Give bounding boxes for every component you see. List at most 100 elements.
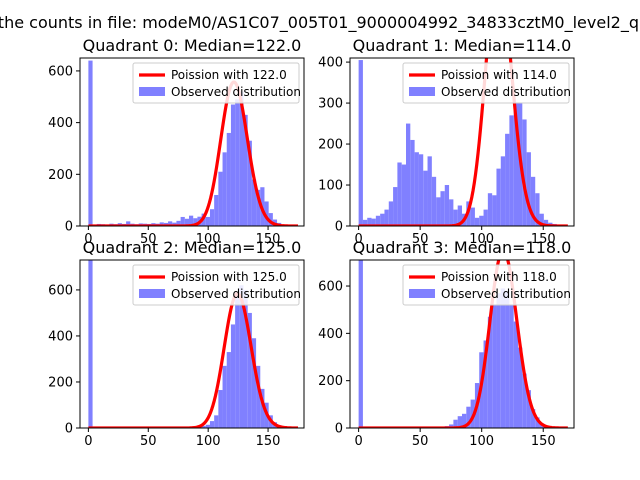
quadrant-2-legend: Poission with 125.0 Observed distribution xyxy=(132,264,301,306)
histogram-bar xyxy=(466,406,471,428)
x-tick-label: 150 xyxy=(256,434,281,449)
histogram-bar xyxy=(218,171,223,226)
histogram-bar xyxy=(209,209,215,226)
histogram-bar xyxy=(247,312,252,428)
x-tick-label: 0 xyxy=(354,434,362,449)
histogram-bar xyxy=(423,170,428,226)
legend-observed-swatch xyxy=(139,87,165,96)
histogram-bar xyxy=(239,285,244,428)
histogram-bar xyxy=(530,176,536,226)
histogram-bar xyxy=(526,390,531,428)
y-tick-label: 400 xyxy=(318,56,343,71)
histogram-bar xyxy=(449,199,454,226)
x-tick-label: 0 xyxy=(354,232,362,247)
histogram-bar xyxy=(388,201,394,226)
x-tick-label: 150 xyxy=(531,434,556,449)
x-tick-label: 100 xyxy=(196,232,221,247)
y-tick-label: 300 xyxy=(318,97,343,112)
y-tick-label: 200 xyxy=(318,138,343,153)
histogram-bar xyxy=(243,289,248,428)
histogram-bar xyxy=(251,179,257,226)
histogram-bar xyxy=(406,123,411,226)
histogram-bar xyxy=(414,152,419,226)
histogram-bar xyxy=(526,152,531,226)
histogram-bar xyxy=(367,217,372,226)
histogram-bar xyxy=(500,288,506,428)
quadrant-0-title: Quadrant 0: Median=122.0 xyxy=(83,36,302,55)
legend-observed-swatch xyxy=(409,87,435,96)
y-tick-label: 400 xyxy=(318,327,343,342)
legend-observed-label: Observed distribution xyxy=(171,287,301,301)
histogram-bar xyxy=(222,365,227,428)
y-tick-label: 200 xyxy=(318,374,343,389)
histogram-bar xyxy=(397,162,402,226)
y-tick-label: 0 xyxy=(65,422,73,437)
histogram-bar xyxy=(230,104,236,226)
histogram-bar xyxy=(427,156,432,226)
quadrant-0-legend: Poission with 122.0 Observed distribution xyxy=(132,62,301,104)
histogram-bar xyxy=(235,99,240,226)
histogram-bar xyxy=(168,221,173,226)
x-tick-label: 150 xyxy=(256,232,281,247)
histogram-bar xyxy=(243,114,248,226)
histogram-bar xyxy=(513,321,518,428)
histogram-bar xyxy=(487,316,493,428)
histogram-bar xyxy=(268,213,273,226)
quadrant-0-panel: 0 50 100 150 0 200 400 600 Quadrant 0: Median=12… xyxy=(48,36,305,247)
y-tick-label: 400 xyxy=(48,329,73,344)
histogram-bar xyxy=(251,338,257,428)
histogram-bar xyxy=(358,60,363,226)
quadrant-2-panel: 0 50 100 150 0 200 400 600 Quadrant 2: Median=12… xyxy=(48,238,305,449)
histogram-bar xyxy=(453,209,458,226)
histogram-bar xyxy=(159,222,164,226)
histogram-bar xyxy=(222,152,227,226)
histogram-bar xyxy=(260,388,265,428)
legend-observed-label: Observed distribution xyxy=(441,85,571,99)
legend-observed-swatch xyxy=(409,289,435,298)
histogram-bar xyxy=(176,220,181,226)
histogram-bar xyxy=(496,168,501,226)
histogram-bar xyxy=(247,140,252,226)
quadrant-0-histogram xyxy=(88,60,286,226)
histogram-bar xyxy=(201,425,206,428)
histogram-bar xyxy=(362,219,368,226)
histogram-bar xyxy=(509,115,514,226)
histogram-bar xyxy=(239,91,244,226)
y-tick-label: 0 xyxy=(335,422,343,437)
poisson-curve-line xyxy=(358,260,569,428)
histogram-bar xyxy=(230,324,236,428)
legend-poisson-label: Poission with 114.0 xyxy=(441,68,557,82)
histogram-bar xyxy=(226,352,231,428)
y-tick-label: 100 xyxy=(318,179,343,194)
histogram-bar xyxy=(410,139,415,226)
histogram-bar xyxy=(483,209,488,226)
quadrant-3-title: Quadrant 3: Median=118.0 xyxy=(353,238,572,257)
histogram-bar xyxy=(371,218,376,226)
x-tick-label: 100 xyxy=(196,434,221,449)
x-tick-label: 50 xyxy=(412,434,429,449)
quadrant-2-axes-frame xyxy=(79,259,305,429)
histogram-bar xyxy=(453,419,458,428)
y-tick-label: 600 xyxy=(318,280,343,295)
legend-poisson-label: Poission with 125.0 xyxy=(171,270,287,284)
legend-observed-swatch xyxy=(139,289,165,298)
histogram-bar xyxy=(513,103,518,226)
histogram-bar xyxy=(509,304,514,428)
histogram-bar xyxy=(483,340,488,428)
legend-poisson-label: Poission with 122.0 xyxy=(171,68,287,82)
histogram-bar xyxy=(449,424,454,428)
histogram-bar xyxy=(530,409,536,428)
histogram-bar xyxy=(214,415,219,428)
histogram-bar xyxy=(214,194,219,226)
x-tick-label: 50 xyxy=(412,232,429,247)
quadrant-0-axes-frame xyxy=(79,57,305,227)
y-tick-label: 0 xyxy=(335,220,343,235)
histogram-bar xyxy=(518,347,523,428)
histogram-bar xyxy=(189,215,194,226)
legend-poisson-label: Poission with 118.0 xyxy=(441,270,557,284)
quadrant-3-legend: Poission with 118.0 Observed distribution xyxy=(402,264,571,306)
quadrant-3-panel: 0 50 100 150 0 200 400 600 Quadrant 3: Median=11… xyxy=(318,238,575,449)
legend-observed-label: Observed distribution xyxy=(171,85,301,99)
x-tick-label: 0 xyxy=(84,232,92,247)
